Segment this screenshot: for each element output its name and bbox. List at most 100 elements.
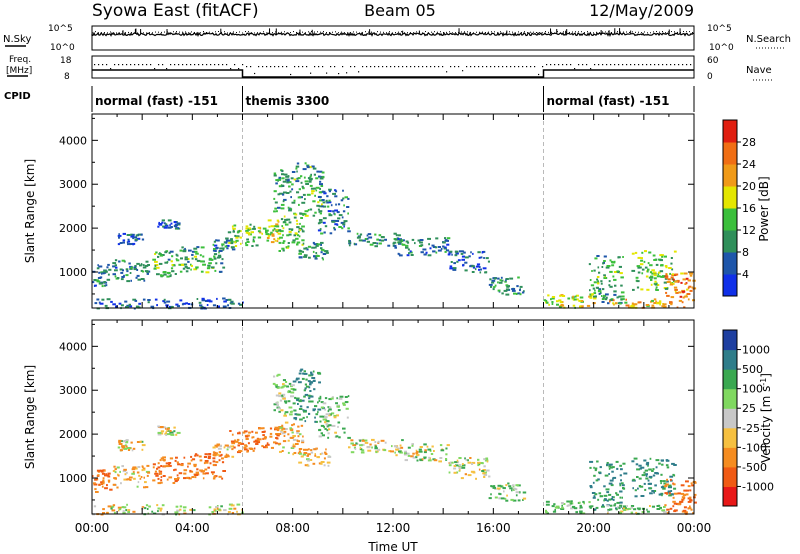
- power-cell: [516, 293, 518, 295]
- velocity-bar-segment: [723, 388, 737, 409]
- velocity-cell: [613, 504, 616, 507]
- velocity-cell: [595, 479, 599, 482]
- velocity-cell: [608, 467, 611, 470]
- nave-dot: [582, 64, 584, 66]
- velocity-cell: [234, 439, 237, 442]
- nave-dot: [98, 64, 100, 66]
- power-cell: [434, 246, 438, 249]
- power-cell: [166, 271, 171, 274]
- velocity-cell: [433, 450, 435, 452]
- nave-dot: [414, 66, 416, 68]
- velocity-cell: [496, 487, 501, 490]
- nsearch-dot: [185, 31, 186, 33]
- velocity-cell: [693, 481, 697, 484]
- nsearch-dot: [206, 32, 207, 34]
- power-cell: [216, 246, 219, 249]
- power-cell: [134, 238, 139, 241]
- velocity-cell: [342, 427, 346, 430]
- nsearch-dot: [116, 32, 117, 34]
- velocity-cell: [445, 458, 448, 460]
- power-cell: [409, 250, 412, 253]
- power-cell: [437, 246, 441, 248]
- nave-dot: [482, 66, 484, 68]
- velocity-cell: [594, 469, 597, 472]
- velocity-cell: [94, 478, 98, 481]
- velocity-cell: [178, 472, 183, 475]
- velocity-bar-segment: [723, 349, 737, 370]
- nave-dot: [378, 66, 380, 68]
- velocity-cell: [251, 436, 253, 439]
- nave-dot: [106, 64, 108, 66]
- nave-dot: [102, 64, 104, 66]
- power-cell: [422, 248, 427, 251]
- velocity-cell: [589, 486, 593, 489]
- velocity-cell: [364, 439, 368, 442]
- power-cell: [325, 251, 329, 254]
- velocity-cell: [318, 456, 320, 459]
- nave-dot: [622, 64, 624, 66]
- power-cell: [637, 256, 642, 259]
- power-cell: [374, 245, 378, 248]
- velocity-cell: [597, 478, 600, 481]
- velocity-cell: [361, 449, 365, 452]
- velocity-cell: [588, 501, 591, 504]
- velocity-cell: [644, 469, 648, 472]
- power-cell: [321, 205, 324, 208]
- power-cell: [358, 239, 363, 242]
- power-cell: [163, 298, 166, 301]
- velocity-cell: [337, 425, 339, 428]
- power-cell: [139, 264, 142, 267]
- velocity-cell: [102, 508, 105, 511]
- power-cell: [311, 190, 315, 193]
- velocity-cell: [306, 464, 309, 467]
- power-cell: [312, 241, 315, 244]
- power-bar-label: 20: [742, 180, 756, 193]
- velocity-cell: [165, 462, 169, 465]
- nave-dot: [510, 66, 512, 68]
- power-cell: [239, 236, 242, 239]
- velocity-cell: [287, 439, 290, 442]
- power-cell: [285, 175, 290, 178]
- velocity-cell: [325, 448, 327, 451]
- power-cell: [462, 250, 465, 253]
- velocity-cell: [303, 452, 308, 454]
- power-cell: [593, 269, 596, 272]
- nsearch-dot: [524, 31, 525, 33]
- power-cell: [605, 296, 608, 299]
- power-cell: [312, 200, 316, 203]
- velocity-cell: [331, 424, 336, 427]
- power-cell: [156, 304, 158, 307]
- velocity-bar-label: -100: [742, 441, 767, 454]
- velocity-cell: [660, 482, 662, 485]
- velocity-cell: [615, 460, 619, 463]
- beam-title: Beam 05: [364, 1, 436, 20]
- power-data: [92, 114, 697, 310]
- power-cell: [305, 183, 309, 185]
- velocity-cell: [160, 430, 165, 433]
- nave-dot: [662, 64, 664, 66]
- power-cell: [300, 217, 303, 219]
- power-cell: [164, 222, 166, 225]
- nave-dot: [506, 66, 508, 68]
- power-cell: [297, 177, 301, 180]
- nave-dot: [554, 64, 556, 66]
- velocity-cell: [338, 397, 343, 400]
- velocity-cell: [603, 485, 606, 488]
- velocity-cell: [282, 393, 286, 396]
- velocity-cell: [157, 433, 162, 436]
- velocity-cell: [492, 486, 496, 489]
- velocity-cell: [638, 464, 642, 467]
- power-cell: [275, 179, 278, 182]
- nave-dot: [642, 64, 644, 66]
- power-cell: [589, 296, 593, 299]
- velocity-cell: [123, 478, 126, 481]
- nsearch-dot: [596, 31, 597, 33]
- power-cell: [142, 298, 146, 301]
- nsearch-dot: [617, 31, 618, 33]
- velocity-cell: [303, 395, 306, 398]
- velocity-cell: [280, 429, 284, 432]
- velocity-cell: [612, 498, 615, 501]
- power-cell: [106, 298, 111, 301]
- nsearch-dot: [380, 31, 381, 33]
- power-cell: [320, 241, 324, 244]
